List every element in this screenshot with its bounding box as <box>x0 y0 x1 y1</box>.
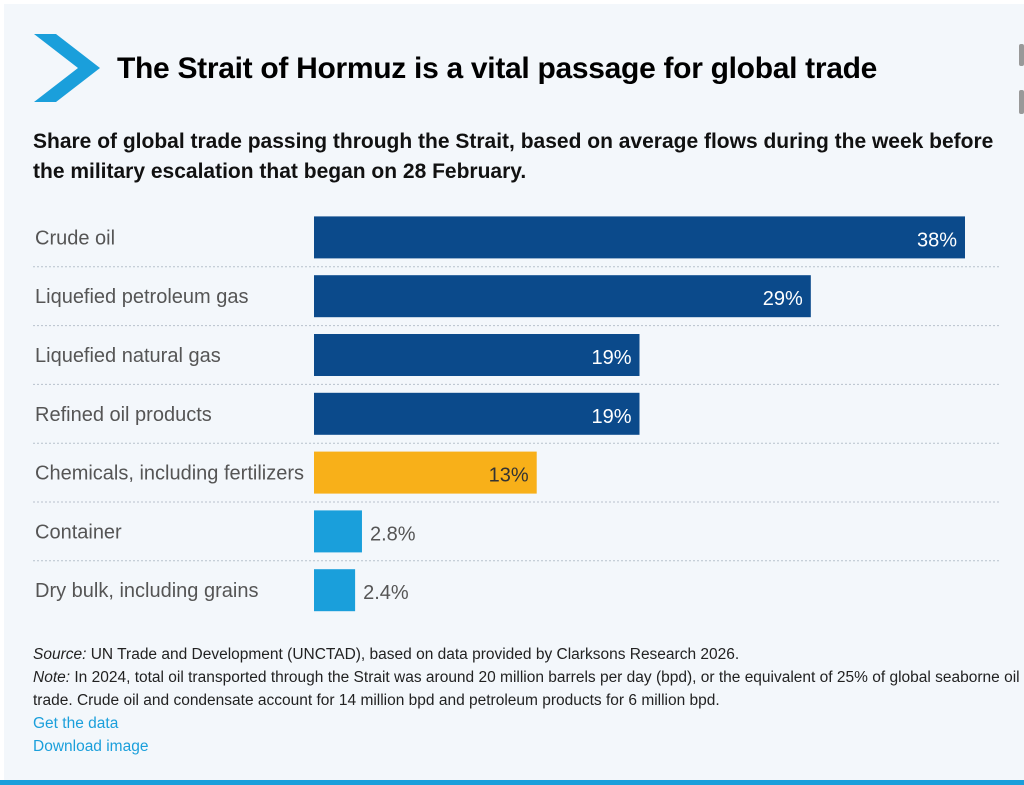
value-label: 29% <box>763 288 803 310</box>
note-label: Note: <box>33 669 71 686</box>
value-label: 19% <box>591 347 631 369</box>
category-label: Container <box>35 521 122 543</box>
value-label: 38% <box>917 229 957 251</box>
source-text: UN Trade and Development (UNCTAD), based… <box>86 646 740 663</box>
chart-title: The Strait of Hormuz is a vital passage … <box>117 52 878 85</box>
bottom-border <box>0 780 1024 785</box>
chart-subtitle: Share of global trade passing through th… <box>33 130 994 183</box>
category-label: Refined oil products <box>35 404 212 426</box>
chart-card <box>4 4 1024 780</box>
note-line: Note: In 2024, total oil transported thr… <box>33 666 1024 712</box>
category-label: Liquefied petroleum gas <box>35 286 248 308</box>
category-label: Dry bulk, including grains <box>35 580 258 602</box>
value-label: 13% <box>489 465 529 487</box>
bar <box>314 216 965 259</box>
side-control[interactable] <box>1019 90 1024 114</box>
source-label: Source: <box>33 646 87 663</box>
bar <box>314 392 640 435</box>
category-label: Chemicals, including fertilizers <box>35 463 304 485</box>
note-text: In 2024, total oil transported through t… <box>33 669 1020 709</box>
source-line: Source: UN Trade and Development (UNCTAD… <box>33 643 1024 666</box>
bar <box>314 275 811 318</box>
value-label: 2.4% <box>363 582 409 604</box>
bar <box>314 569 356 612</box>
footer-notes: Source: UN Trade and Development (UNCTAD… <box>33 643 1024 758</box>
side-control[interactable] <box>1019 44 1024 66</box>
bar <box>314 510 362 553</box>
bar-chart: Crude oil 38% Liquefied petroleum gas 29% Li… <box>33 216 1000 612</box>
value-label: 19% <box>591 406 631 428</box>
bar <box>314 451 537 494</box>
category-label: Crude oil <box>35 227 115 249</box>
value-label: 2.8% <box>370 523 416 545</box>
bar <box>314 334 640 376</box>
download-image-link[interactable]: Download image <box>33 738 149 755</box>
category-label: Liquefied natural gas <box>35 345 221 367</box>
chevron-logo-icon <box>34 34 100 102</box>
get-data-link[interactable]: Get the data <box>33 715 119 732</box>
